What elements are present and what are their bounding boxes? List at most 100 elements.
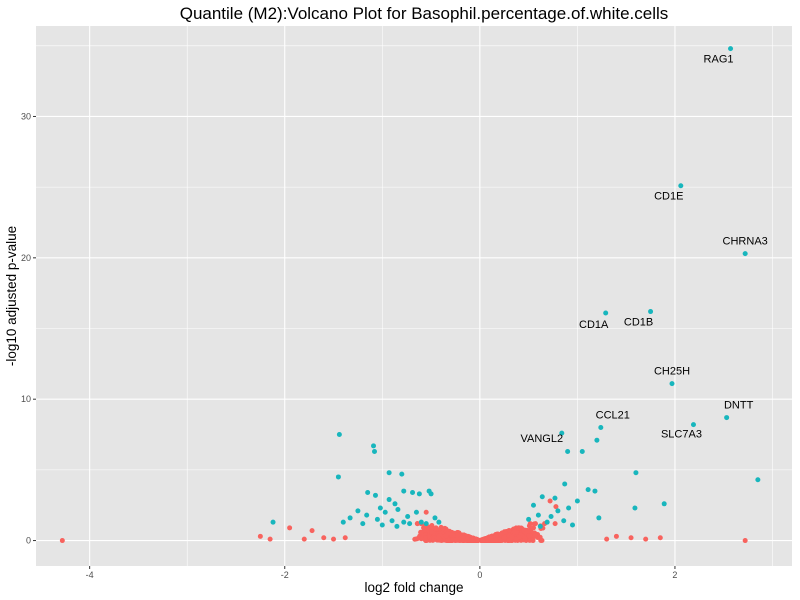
x-tick-label: 2: [672, 570, 677, 580]
data-point-significant: [386, 470, 392, 476]
data-point-not-significant: [643, 536, 649, 542]
data-point-not-significant: [267, 536, 273, 542]
data-point-not-significant: [418, 529, 424, 535]
x-tick-label: -4: [86, 570, 94, 580]
data-point-not-significant: [475, 537, 481, 543]
highlighted-points: RAG1 CD1E CHRNA3 CD1A CD1B CH25H DNTT SLC7A3 CCL…: [520, 46, 768, 445]
data-point-highlighted: [603, 310, 609, 316]
data-point-significant: [365, 489, 371, 495]
gene-label: CH25H: [654, 366, 690, 378]
data-point-not-significant: [321, 535, 327, 541]
data-point-not-significant: [309, 528, 315, 534]
data-point-not-significant: [526, 523, 532, 529]
data-point-significant: [526, 516, 532, 522]
data-point-not-significant: [257, 533, 263, 539]
data-point-not-significant: [445, 531, 451, 537]
data-point-not-significant: [516, 525, 522, 531]
data-point-significant: [413, 509, 419, 515]
data-point-not-significant: [488, 535, 494, 541]
plot-panel: [36, 26, 792, 566]
y-axis-title: -log10 adjusted p-value: [4, 226, 19, 366]
data-point-significant: [371, 448, 377, 454]
data-point-highlighted: [678, 183, 684, 189]
gene-label: DNTT: [724, 400, 754, 412]
data-point-not-significant: [513, 536, 519, 542]
data-point-significant: [552, 495, 558, 501]
gene-label: RAG1: [704, 54, 734, 66]
data-point-not-significant: [530, 525, 536, 531]
data-point-significant: [565, 448, 571, 454]
x-tick-label: 0: [477, 570, 482, 580]
data-point-not-significant: [287, 525, 293, 531]
y-tick-label: 10: [21, 394, 31, 404]
data-point-significant: [562, 481, 568, 487]
data-point-not-significant: [423, 509, 429, 515]
data-point-significant: [395, 506, 401, 512]
data-point-not-significant: [342, 535, 348, 541]
data-point-not-significant: [530, 537, 536, 543]
data-point-significant: [530, 502, 536, 508]
data-point-not-significant: [742, 538, 748, 544]
data-point-highlighted: [648, 309, 654, 315]
data-point-not-significant: [450, 537, 456, 543]
data-point-significant: [364, 512, 370, 518]
data-point-significant: [596, 515, 602, 521]
data-point-significant: [535, 512, 541, 518]
y-axis: 0 10 20 30: [21, 111, 36, 546]
data-point-significant: [561, 518, 567, 524]
data-point-not-significant: [531, 521, 537, 527]
data-point-not-significant: [451, 533, 457, 539]
gene-label: VANGL2: [520, 433, 563, 445]
data-point-significant: [401, 519, 407, 525]
data-point-highlighted: [669, 381, 675, 387]
data-point-significant: [755, 477, 761, 483]
data-point-not-significant: [506, 528, 512, 534]
y-tick-label: 30: [21, 111, 31, 121]
data-point-significant: [355, 508, 361, 514]
data-point-highlighted: [724, 415, 730, 421]
data-point-significant: [347, 515, 353, 521]
data-point-significant: [379, 522, 385, 528]
x-axis: -4 -2 0 2: [86, 566, 677, 580]
data-point-significant: [392, 501, 398, 507]
data-point-not-significant: [501, 535, 507, 541]
data-point-not-significant: [429, 529, 435, 535]
data-point-not-significant: [480, 538, 486, 544]
data-point-significant: [537, 523, 543, 529]
data-point-not-significant: [552, 521, 558, 527]
data-point-significant: [574, 498, 580, 504]
data-point-significant: [410, 489, 416, 495]
data-point-not-significant: [538, 537, 544, 543]
data-point-not-significant: [455, 532, 461, 538]
data-point-not-significant: [446, 537, 452, 543]
data-point-significant: [270, 519, 276, 525]
significant-points: [270, 432, 761, 529]
gene-label: CD1B: [624, 317, 653, 329]
y-tick-label: 20: [21, 253, 31, 263]
data-point-significant: [374, 516, 380, 522]
gene-label: CD1E: [654, 191, 683, 203]
data-point-not-significant: [421, 527, 427, 533]
y-tick-label: 0: [26, 536, 31, 546]
data-point-not-significant: [422, 536, 428, 542]
data-point-not-significant: [460, 535, 466, 541]
data-point-significant: [633, 470, 639, 476]
data-point-not-significant: [526, 533, 532, 539]
data-point-highlighted: [598, 424, 604, 430]
data-point-significant: [340, 519, 346, 525]
data-point-significant: [585, 487, 591, 493]
data-point-not-significant: [532, 532, 538, 538]
data-point-significant: [539, 494, 545, 500]
data-point-significant: [416, 491, 422, 497]
data-point-significant: [632, 505, 638, 511]
data-point-significant: [555, 508, 561, 514]
data-point-significant: [548, 514, 554, 520]
data-point-not-significant: [331, 536, 337, 542]
data-point-not-significant: [512, 529, 518, 535]
data-point-highlighted: [690, 422, 696, 428]
background-points: [59, 498, 748, 544]
data-point-significant: [592, 488, 598, 494]
data-point-significant: [335, 474, 341, 480]
data-point-not-significant: [59, 538, 65, 544]
